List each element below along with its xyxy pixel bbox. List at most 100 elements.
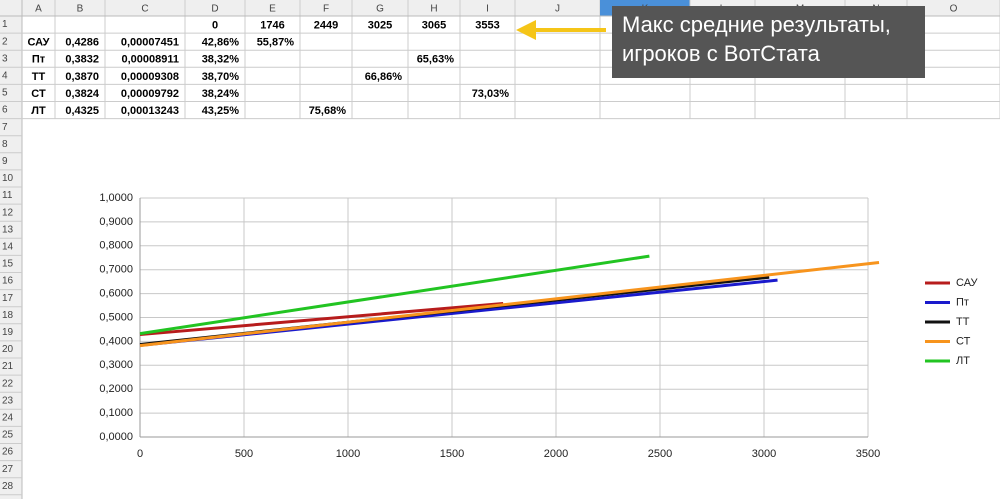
column-header: I [486,4,489,15]
y-tick-label: 0,0000 [99,431,133,443]
row-header: 24 [2,412,14,423]
column-header: D [211,4,218,15]
row-header: 1 [2,19,8,30]
cell-text: 0,00008911 [121,54,179,66]
cell-text: 0,00009792 [121,88,179,100]
y-tick-label: 0,2000 [99,383,133,395]
row-header: 2 [2,36,8,47]
cell-text: 73,03% [472,88,510,100]
cell-text: 3553 [475,19,499,31]
cell-text: ЛТ [31,105,46,117]
row-header: 23 [2,395,14,406]
callout-text: Макс средние результаты, игроков с ВотСт… [622,12,891,66]
arrow-head [516,20,536,40]
y-tick-label: 0,3000 [99,359,133,371]
row-header: 18 [2,310,14,321]
legend-label: САУ [956,277,979,289]
row-header: 12 [2,207,14,218]
cell-text: 42,86% [202,37,240,49]
row-header: 5 [2,88,8,99]
row-header: 10 [2,173,14,184]
y-tick-label: 0,8000 [99,240,133,252]
cell-text: 0,00013243 [121,105,179,117]
series-line [139,254,650,336]
row-header: 3 [2,53,8,64]
row-header: 11 [2,190,13,201]
row-header: 14 [2,241,14,252]
column-header: B [77,4,84,15]
row-header: 20 [2,344,14,355]
cell-text: 66,86% [365,71,403,83]
cell-text: 0,4325 [65,105,99,117]
cell-text: Пт [32,54,46,66]
chart: 0,0000 0,1000 0,2000 0,3000 0,4000 0,5000 0,60… [99,192,978,460]
x-tick-label: 3500 [856,448,880,460]
cell-text: 38,24% [202,88,240,100]
row-header: 15 [2,259,14,270]
cell-text: 38,32% [202,54,240,66]
legend-label: ТТ [956,316,970,328]
cell-text: СТ [31,88,46,100]
cell-text: 3065 [422,19,446,31]
row-header: 22 [2,378,14,389]
column-header: J [555,4,560,15]
callout-box [612,6,925,78]
y-tick-label: 0,1000 [99,407,133,419]
x-tick-label: 1000 [336,448,360,460]
column-header: F [323,4,329,15]
series-line [139,260,880,348]
cell-text: 1746 [260,19,284,31]
row-header: 21 [2,361,14,372]
column-header: C [141,4,148,15]
cell-text: 55,87% [257,37,295,49]
x-tick-label: 3000 [752,448,776,460]
y-tick-label: 1,0000 [99,192,133,204]
legend-label: Пт [956,296,969,308]
row-header: 19 [2,327,14,338]
x-tick-label: 0 [137,448,143,460]
row-header: 6 [2,105,8,116]
y-tick-label: 0,4000 [99,335,133,347]
y-tick-label: 0,9000 [99,216,133,228]
x-tick-label: 2500 [648,448,672,460]
legend-label: СТ [956,335,971,347]
x-tick-label: 1500 [440,448,464,460]
row-header: 13 [2,224,14,235]
legend-label: ЛТ [956,355,970,367]
cell-text: 75,68% [309,105,347,117]
cell-text: 0,00007451 [121,37,179,49]
cell-text: САУ [27,37,49,49]
cell-text: 0,3832 [65,54,99,66]
cell-text: ТТ [32,71,46,83]
row-header: 25 [2,430,14,441]
column-header: O [950,4,958,15]
row-header: 17 [2,293,14,304]
callout-wrap: Макс средние результаты, игроков с ВотСт… [622,12,891,66]
column-header: A [35,4,42,15]
x-tick-label: 500 [235,448,253,460]
y-tick-label: 0,7000 [99,264,133,276]
row-header: 8 [2,139,8,150]
cell-text: 38,70% [202,71,240,83]
column-header: E [269,4,276,15]
cell-text: 65,63% [417,54,455,66]
cell-text: 0,3870 [65,71,99,83]
row-header: 16 [2,276,14,287]
row-header: 4 [2,70,8,81]
cell-text: 0,4286 [65,37,99,49]
series-line [139,301,504,337]
y-tick-label: 0,5000 [99,311,133,323]
x-tick-label: 2000 [544,448,568,460]
cell-text: 0,00009308 [121,71,179,83]
callout-group: Макс средние результаты, игроков с ВотСт… [516,6,925,78]
row-header: 7 [2,122,8,133]
cell-text: 2449 [314,19,338,31]
row-header: 9 [2,156,8,167]
row-header: 26 [2,447,14,458]
row-header: 28 [2,481,14,492]
cell-text: 0,3824 [65,88,100,100]
cell-text: 43,25% [202,105,240,117]
